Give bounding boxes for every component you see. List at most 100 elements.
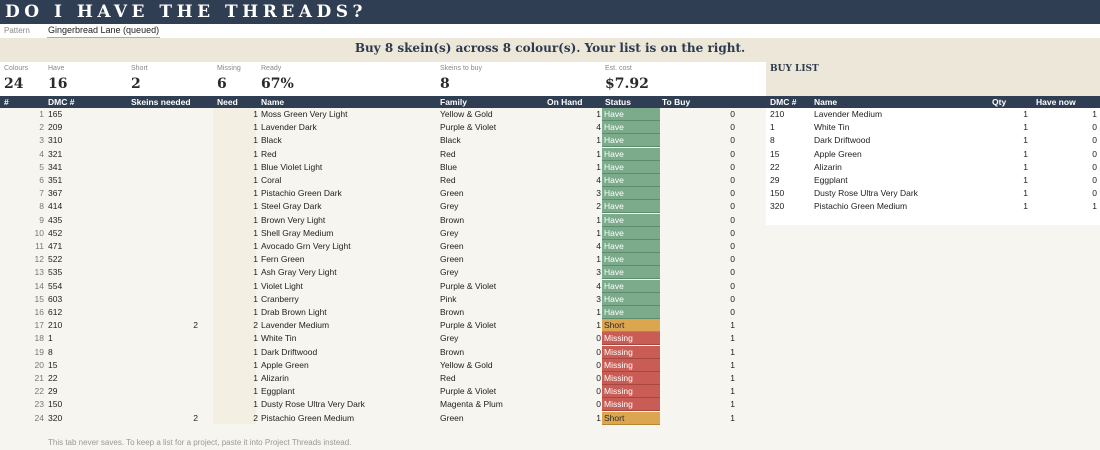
row-family: Green bbox=[440, 412, 464, 423]
row-dmc: 22 bbox=[48, 373, 58, 383]
table-row: 14 554 1 Violet Light Purple & Violet 4 0 Have bbox=[0, 279, 766, 293]
row-need: 1 bbox=[253, 161, 258, 172]
stat-label: Colours bbox=[4, 65, 29, 72]
row-index: 7 bbox=[39, 188, 44, 199]
buy-row-have-now[interactable]: 0 bbox=[1092, 148, 1097, 159]
buy-col-qty: Qty bbox=[992, 97, 1007, 107]
buy-row-have-now[interactable]: 1 bbox=[1092, 109, 1097, 119]
row-index: 12 bbox=[34, 254, 44, 265]
row-index: 5 bbox=[39, 161, 44, 172]
table-row: 4 321 1 Red Red 1 0 Have bbox=[0, 147, 766, 161]
row-need: 1 bbox=[253, 122, 258, 133]
row-skeins-needed[interactable]: 2 bbox=[193, 412, 198, 423]
row-on-hand[interactable]: 0 bbox=[596, 333, 601, 344]
row-family: Magenta & Plum bbox=[440, 399, 503, 410]
row-to-buy: 1 bbox=[730, 412, 735, 423]
buy-row-have-now[interactable]: 0 bbox=[1092, 122, 1097, 133]
row-on-hand[interactable]: 1 bbox=[596, 109, 601, 119]
title-bar: DO I HAVE THE THREADS? bbox=[0, 0, 1100, 24]
row-family: Grey bbox=[440, 267, 459, 278]
row-name: Fern Green bbox=[261, 254, 305, 265]
pattern-row: Pattern Gingerbread Lane (queued) bbox=[0, 24, 1100, 38]
row-on-hand[interactable]: 2 bbox=[596, 201, 601, 212]
buy-row-have-now[interactable]: 0 bbox=[1092, 135, 1097, 146]
row-skeins-needed[interactable]: 2 bbox=[193, 320, 198, 331]
table-row: 19 8 1 Dark Driftwood Brown 0 1 Missing bbox=[0, 345, 766, 359]
row-on-hand[interactable]: 4 bbox=[596, 241, 601, 251]
row-on-hand[interactable]: 1 bbox=[596, 307, 601, 317]
row-on-hand[interactable]: 1 bbox=[596, 161, 601, 172]
buy-row-dmc: 320 bbox=[770, 201, 785, 212]
row-dmc: 603 bbox=[48, 293, 63, 304]
table-row: 16 612 1 Drab Brown Light Brown 1 0 Have bbox=[0, 306, 766, 319]
row-need: 1 bbox=[253, 109, 258, 119]
row-family: Purple & Violet bbox=[440, 320, 497, 331]
row-name: Pistachio Green Medium bbox=[261, 412, 355, 423]
footer-note: This tab never saves. To keep a list for… bbox=[48, 438, 352, 447]
table-row: 11 471 1 Avocado Grn Very Light Green 4 0 Have bbox=[0, 240, 766, 253]
row-on-hand[interactable]: 0 bbox=[596, 373, 601, 383]
row-need: 1 bbox=[253, 307, 258, 317]
row-index: 2 bbox=[39, 122, 44, 133]
row-name: Lavender Medium bbox=[261, 320, 330, 331]
row-index: 23 bbox=[34, 399, 44, 410]
row-to-buy: 1 bbox=[730, 333, 735, 344]
row-name: Steel Gray Dark bbox=[261, 201, 322, 212]
stat-value: 67% bbox=[261, 76, 294, 92]
summary-message: Buy 8 skein(s) across 8 colour(s). Your … bbox=[354, 41, 746, 55]
status-badge: Have bbox=[602, 121, 660, 135]
row-on-hand[interactable]: 0 bbox=[596, 359, 601, 370]
row-family: Brown bbox=[440, 346, 465, 357]
buy-list-row: 150 Dusty Rose Ultra Very Dark 1 0 bbox=[766, 187, 1100, 200]
row-name: Pistachio Green Dark bbox=[261, 188, 342, 199]
row-index: 11 bbox=[35, 241, 44, 251]
row-on-hand[interactable]: 1 bbox=[596, 148, 601, 159]
status-badge: Have bbox=[602, 108, 660, 121]
row-dmc: 320 bbox=[48, 412, 63, 423]
row-on-hand[interactable]: 1 bbox=[596, 320, 601, 331]
row-dmc: 1 bbox=[48, 333, 53, 344]
table-row: 12 522 1 Fern Green Green 1 0 Have bbox=[0, 253, 766, 267]
row-on-hand[interactable]: 3 bbox=[596, 293, 601, 304]
row-on-hand[interactable]: 1 bbox=[596, 254, 601, 265]
table-row: 5 341 1 Blue Violet Light Blue 1 0 Have bbox=[0, 160, 766, 174]
row-on-hand[interactable]: 0 bbox=[596, 346, 601, 357]
buy-col-dmc: DMC # bbox=[770, 97, 797, 107]
row-on-hand[interactable]: 4 bbox=[596, 175, 601, 185]
row-on-hand[interactable]: 0 bbox=[596, 399, 601, 410]
pattern-select[interactable]: Gingerbread Lane (queued) bbox=[47, 25, 160, 38]
row-on-hand[interactable]: 1 bbox=[596, 412, 601, 423]
row-family: Red bbox=[440, 373, 456, 383]
buy-row-have-now[interactable]: 0 bbox=[1092, 188, 1097, 199]
row-on-hand[interactable]: 3 bbox=[596, 188, 601, 199]
row-need: 1 bbox=[253, 188, 258, 199]
row-family: Grey bbox=[440, 227, 459, 238]
buy-row-have-now[interactable]: 1 bbox=[1092, 201, 1097, 212]
table-row: 10 452 1 Shell Gray Medium Grey 1 0 Have bbox=[0, 226, 766, 240]
buy-row-have-now[interactable]: 0 bbox=[1092, 175, 1097, 185]
row-name: Cranberry bbox=[261, 293, 299, 304]
status-badge: Short bbox=[602, 411, 660, 425]
col-to-buy: To Buy bbox=[662, 97, 691, 107]
buy-row-qty: 1 bbox=[1023, 109, 1028, 119]
row-need: 1 bbox=[253, 135, 258, 146]
status-badge: Have bbox=[602, 253, 660, 267]
row-on-hand[interactable]: 1 bbox=[596, 214, 601, 225]
buy-row-have-now[interactable]: 0 bbox=[1092, 161, 1097, 172]
buy-row-dmc: 150 bbox=[770, 188, 785, 199]
row-dmc: 535 bbox=[48, 267, 63, 278]
row-on-hand[interactable]: 1 bbox=[596, 135, 601, 146]
row-on-hand[interactable]: 1 bbox=[596, 227, 601, 238]
row-on-hand[interactable]: 4 bbox=[596, 280, 601, 291]
buy-row-dmc: 22 bbox=[770, 161, 780, 172]
row-on-hand[interactable]: 3 bbox=[596, 267, 601, 278]
row-on-hand[interactable]: 0 bbox=[596, 386, 601, 397]
row-dmc: 612 bbox=[48, 307, 63, 317]
row-family: Yellow & Gold bbox=[440, 109, 493, 119]
row-need: 1 bbox=[253, 148, 258, 159]
buy-row-dmc: 8 bbox=[770, 135, 775, 146]
buy-table-header: DMC # Name Qty Have now bbox=[766, 96, 1100, 108]
buy-list-row: 15 Apple Green 1 0 bbox=[766, 148, 1100, 161]
status-badge: Have bbox=[602, 279, 660, 293]
row-on-hand[interactable]: 4 bbox=[596, 122, 601, 133]
